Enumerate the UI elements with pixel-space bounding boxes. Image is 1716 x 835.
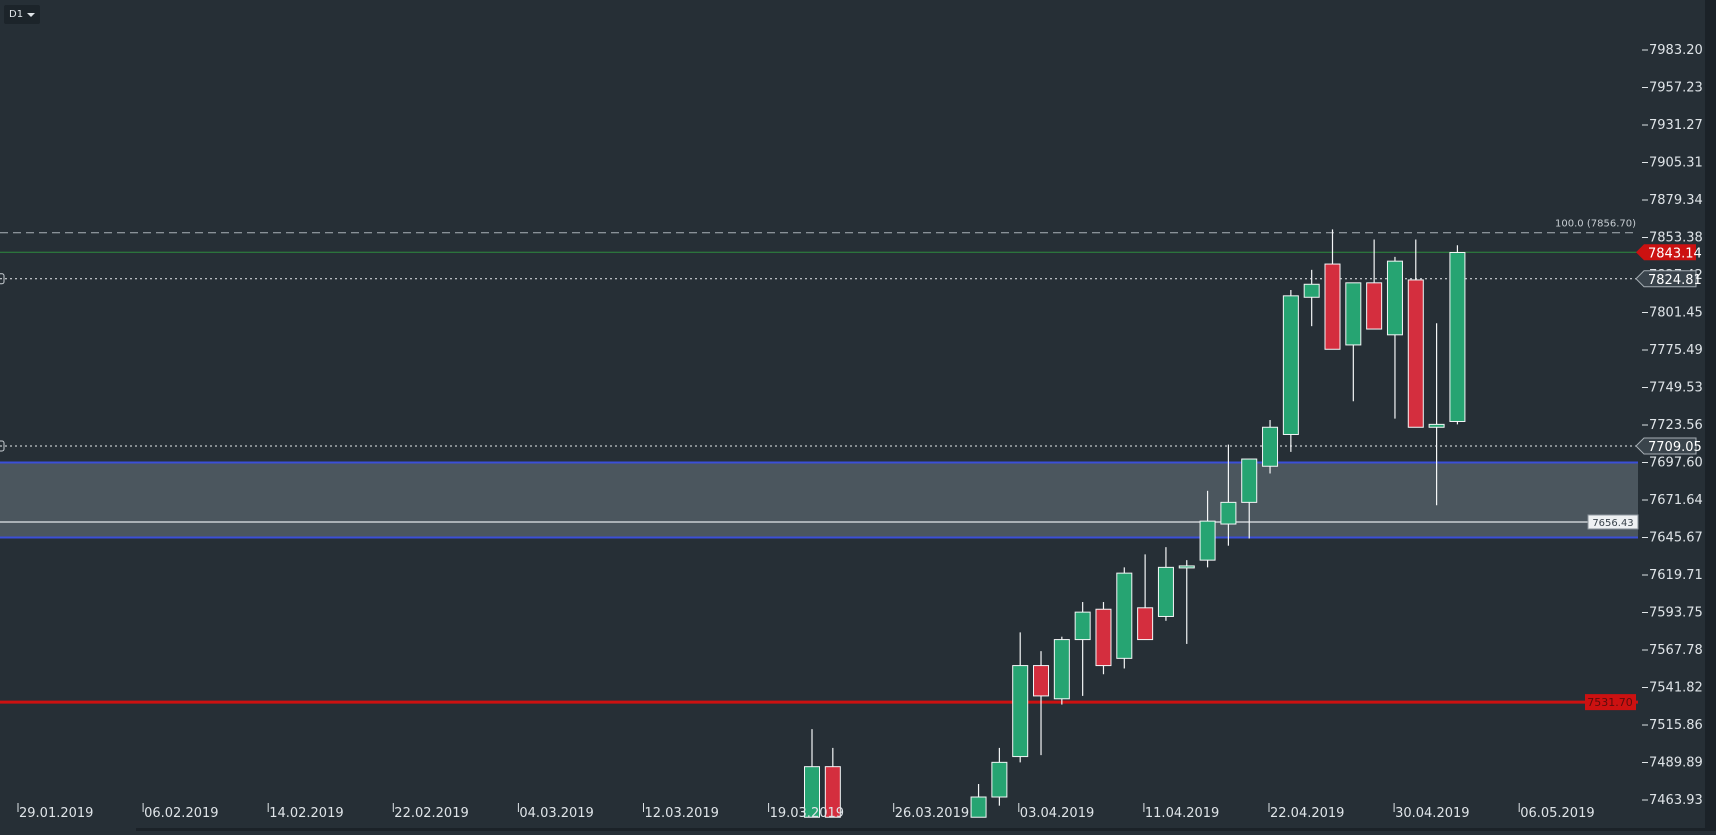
y-axis-label: 7983.20	[1649, 43, 1703, 58]
support-price-tag	[1585, 694, 1636, 711]
right-edge-scrollbar[interactable]	[1705, 0, 1716, 831]
candle-body[interactable]	[970, 796, 987, 818]
y-axis-label: 7645.67	[1649, 531, 1703, 546]
lower-order-price-tag	[1635, 437, 1697, 455]
x-axis-label: 30.04.2019	[1395, 806, 1469, 821]
x-axis-label: 14.02.2019	[269, 806, 343, 821]
zone-mid-price-label: 7656.43	[1592, 518, 1633, 529]
candle-body[interactable]	[1095, 608, 1112, 667]
bottom-time-strip	[136, 828, 1716, 831]
y-axis-label: 7593.75	[1649, 605, 1703, 620]
upper-order-price-tag-label: 7824.81	[1648, 273, 1702, 288]
x-axis-label: 06.02.2019	[144, 806, 218, 821]
candle-body[interactable]	[1324, 263, 1341, 350]
y-axis-label: 7567.78	[1649, 643, 1703, 658]
candle-body[interactable]	[1282, 295, 1299, 435]
y-axis-label: 7515.86	[1649, 718, 1703, 733]
x-axis-label: 29.01.2019	[19, 806, 93, 821]
lower-order-price-tag-label: 7709.05	[1648, 440, 1702, 455]
x-axis-label: 22.04.2019	[1270, 806, 1344, 821]
candle-body[interactable]	[1241, 458, 1258, 503]
y-axis-label: 7541.82	[1649, 681, 1703, 696]
y-axis-label: 7957.23	[1649, 81, 1703, 96]
upper-order-price-tag	[1635, 270, 1697, 288]
current-price-tag-label: 7843.14	[1648, 246, 1702, 261]
x-axis-label: 12.03.2019	[645, 806, 719, 821]
candle-body[interactable]	[1053, 639, 1070, 700]
price-zone[interactable]	[0, 462, 1638, 538]
candle-body[interactable]	[1033, 665, 1050, 697]
fib-100-label: 100.0 (7856.70)	[1555, 219, 1636, 230]
chevron-down-icon	[27, 13, 35, 17]
x-axis-label: 19.03.2019	[770, 806, 844, 821]
x-axis-label: 11.04.2019	[1145, 806, 1219, 821]
y-axis-label: 7723.56	[1649, 418, 1703, 433]
candle-body[interactable]	[1449, 251, 1466, 422]
y-axis-label: 7853.38	[1649, 231, 1703, 246]
candle-body[interactable]	[1074, 611, 1091, 641]
y-axis-label: 7879.34	[1649, 193, 1703, 208]
x-axis-label: 03.04.2019	[1020, 806, 1094, 821]
candle-body[interactable]	[1345, 282, 1362, 346]
candle-body[interactable]	[1116, 572, 1133, 659]
y-axis-label: 7801.45	[1649, 306, 1703, 321]
candle-body[interactable]	[1157, 566, 1174, 617]
candle-body[interactable]	[1178, 565, 1195, 569]
y-axis-label: 7619.71	[1649, 568, 1703, 583]
timeframe-label: D1	[9, 9, 24, 20]
y-axis-label: 7697.60	[1649, 456, 1703, 471]
zone-mid-price-tag	[1587, 514, 1639, 530]
candle-body[interactable]	[1366, 282, 1383, 330]
candle-body[interactable]	[1137, 607, 1154, 641]
timeframe-dropdown[interactable]: D1	[4, 5, 40, 24]
y-axis-label: 7931.27	[1649, 118, 1703, 133]
candle-body[interactable]	[824, 766, 841, 818]
candle-body[interactable]	[1199, 520, 1216, 561]
order-line-handle-upper[interactable]	[0, 273, 5, 285]
candle-body[interactable]	[1220, 501, 1237, 525]
order-line-handle-lower[interactable]	[0, 440, 5, 452]
candle-body[interactable]	[1428, 423, 1445, 428]
x-axis-label: 06.05.2019	[1520, 806, 1594, 821]
candle-body[interactable]	[1262, 426, 1279, 467]
y-axis-label: 7489.89	[1649, 756, 1703, 771]
candle-body[interactable]	[1386, 260, 1403, 336]
candle-body[interactable]	[1303, 283, 1320, 298]
candle-body[interactable]	[804, 766, 820, 818]
y-axis-label: 7775.49	[1649, 343, 1703, 358]
x-axis-label: 22.02.2019	[394, 806, 468, 821]
y-axis-label: 7463.93	[1649, 793, 1703, 808]
support-price-label: 7531.70	[1587, 696, 1633, 709]
x-axis-label: 26.03.2019	[895, 806, 969, 821]
candle-body[interactable]	[991, 761, 1008, 798]
candle-body[interactable]	[1012, 665, 1029, 758]
candle-body[interactable]	[1407, 279, 1424, 428]
y-axis-label: 7671.64	[1649, 493, 1703, 508]
y-axis-label: 7905.31	[1649, 155, 1703, 170]
x-axis-label: 04.03.2019	[519, 806, 593, 821]
current-price-tag	[1636, 244, 1696, 261]
y-axis-label: 7749.53	[1649, 380, 1703, 395]
